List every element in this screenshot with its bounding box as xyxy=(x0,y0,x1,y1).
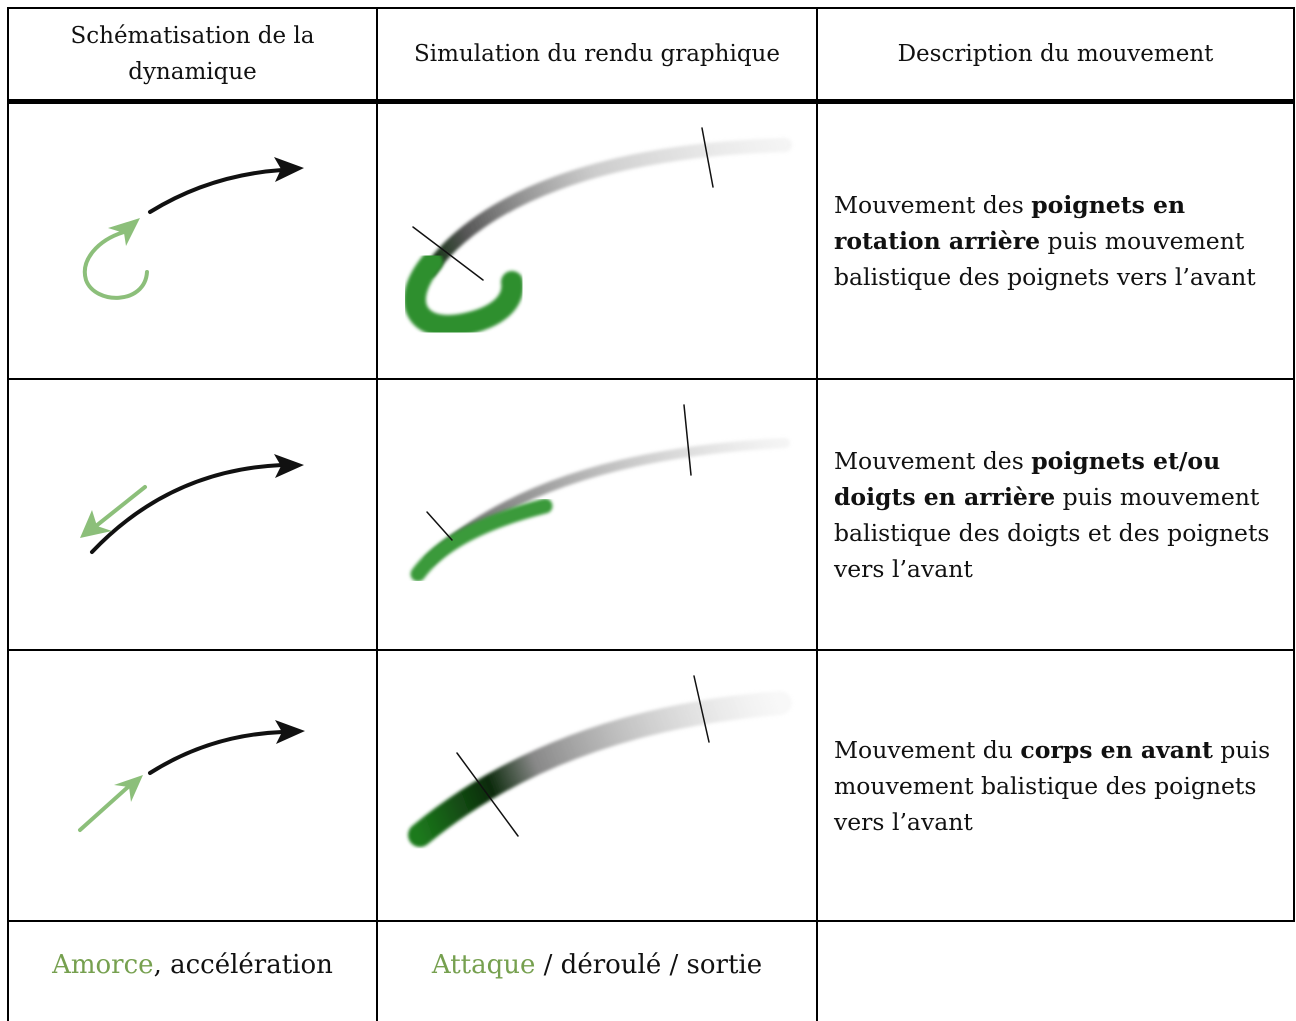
border xyxy=(8,378,1295,380)
brush-strokes xyxy=(404,127,792,847)
header-cell: Schématisation de la dynamique xyxy=(70,23,315,85)
border xyxy=(8,7,1295,9)
border xyxy=(8,99,1295,104)
text: puis mouvement balistique des poignets v… xyxy=(834,227,1256,291)
text: / déroulé / sortie xyxy=(535,950,763,980)
text: puis mouvement balistique des doigts et … xyxy=(834,482,1270,583)
border xyxy=(8,920,1295,922)
bold-text: poignets et/ou doigts en arrière xyxy=(834,446,1221,511)
text: Mouvement du xyxy=(834,735,1021,764)
description: Mouvement des poignets en rotation arriè… xyxy=(834,187,1277,295)
description: Mouvement des poignets et/ou doigts en a… xyxy=(834,443,1277,587)
highlight-text: Amorce xyxy=(52,950,154,980)
text: Mouvement des xyxy=(834,191,1032,219)
description-cell: Mouvement du corps en avant puis mouveme… xyxy=(818,651,1293,920)
bold-text: corps en avant xyxy=(1020,735,1213,764)
text: puis mouvement balistique des poignets v… xyxy=(834,735,1271,836)
footer-cell: Amorce, accélération xyxy=(9,922,376,1008)
border xyxy=(1293,7,1295,922)
border xyxy=(816,7,818,1021)
header-cell: Simulation du rendu graphique xyxy=(414,41,780,67)
text: Mouvement des xyxy=(834,446,1032,475)
description: Mouvement du corps en avant puis mouveme… xyxy=(834,732,1277,840)
header-cell: Description du mouvement xyxy=(897,41,1214,67)
description-cell: Mouvement des poignets et/ou doigts en a… xyxy=(818,380,1293,649)
footer-cell: Attaque / déroulé / sortie xyxy=(378,922,816,1008)
footer-text: Attaque / déroulé / sortie xyxy=(432,950,762,980)
border xyxy=(8,649,1295,651)
border xyxy=(7,7,9,1021)
footer-text: Amorce, accélération xyxy=(52,950,333,980)
highlight-text: Attaque xyxy=(431,950,536,980)
bold-text: poignets en rotation arrière xyxy=(834,191,1186,255)
border xyxy=(376,7,378,1021)
description-cell: Mouvement des poignets en rotation arriè… xyxy=(818,104,1293,378)
schemas xyxy=(78,157,305,832)
text: , accélération xyxy=(153,950,333,980)
